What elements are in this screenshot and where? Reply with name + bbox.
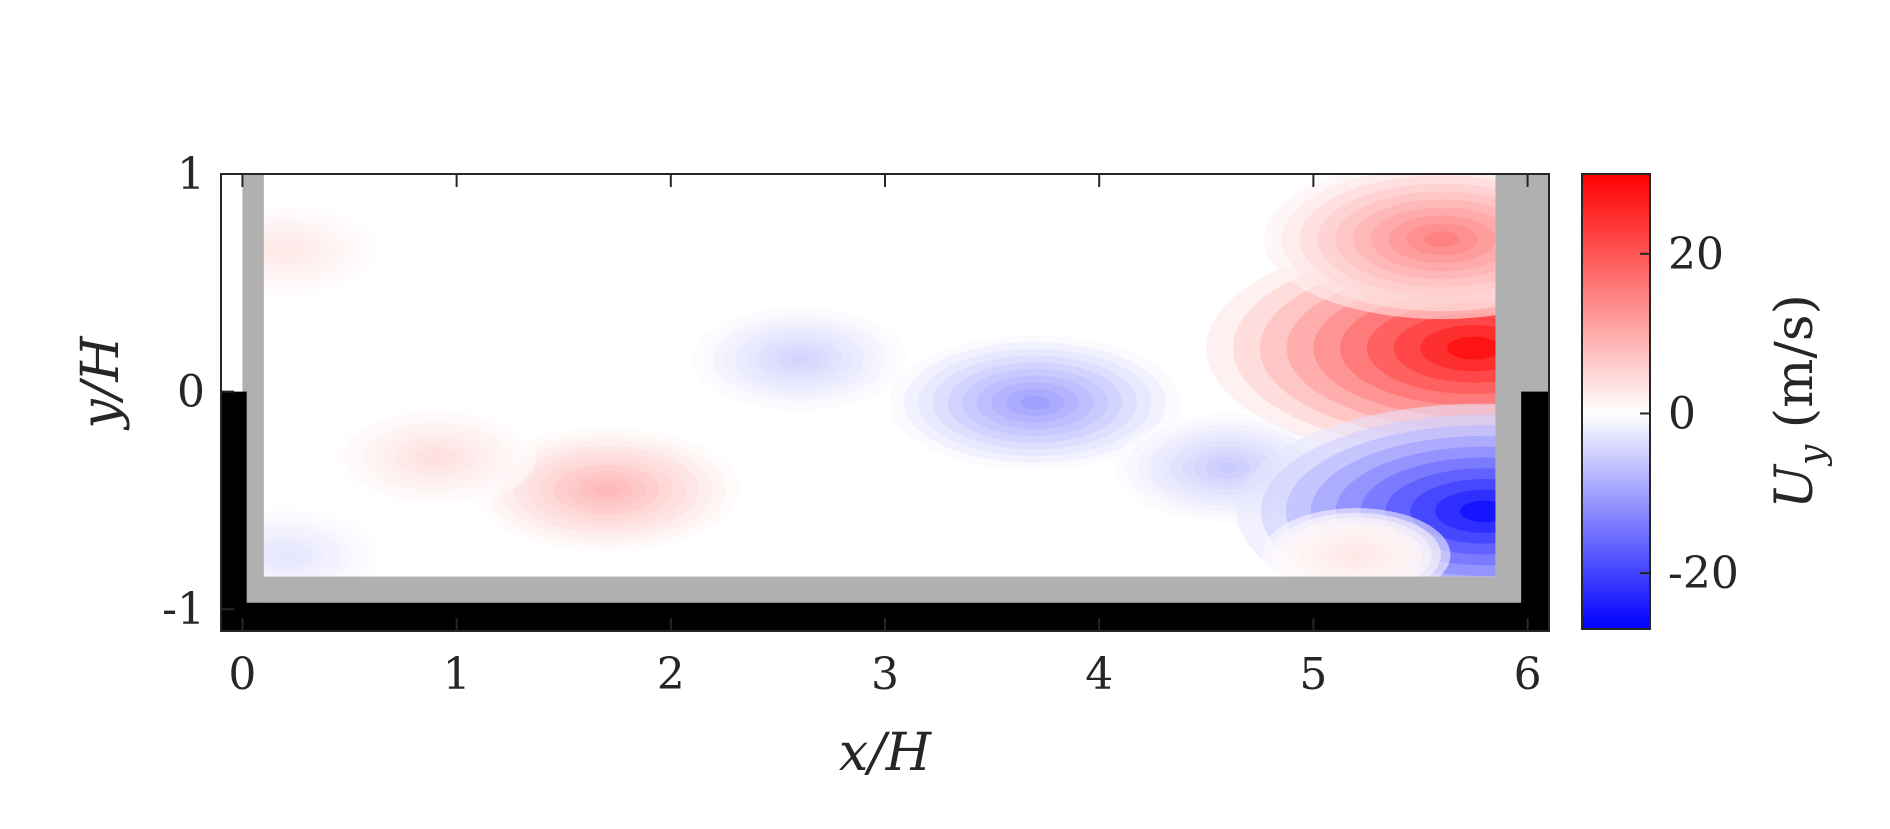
right-block [1521, 391, 1549, 631]
bottom-wall [242, 576, 1496, 603]
x-tick-label: 5 [1299, 649, 1327, 700]
y-tick-label: -1 [162, 584, 205, 635]
velocity-field [263, 174, 1496, 577]
colorbar-label-main: U [1765, 463, 1825, 509]
field-contour [1459, 500, 1496, 523]
field-blob [889, 335, 1181, 470]
field-contour [1447, 336, 1496, 360]
colorbar-tick-label: 20 [1668, 229, 1724, 280]
field-contour [593, 483, 620, 496]
plot-area: 0 1 2 3 4 5 6 1 0 -1 [162, 149, 1550, 700]
x-tick-label: 6 [1514, 649, 1542, 700]
x-axis-label: x/H [839, 723, 933, 783]
field-contour [425, 451, 446, 462]
field-blob [1264, 174, 1496, 320]
colorbar-label-sub: y [1792, 444, 1833, 467]
colorbar-gradient [1581, 173, 1651, 630]
x-tick-label: 0 [228, 649, 256, 700]
field-contour [1424, 231, 1460, 248]
field-contour [275, 550, 295, 560]
field-blob [263, 203, 380, 297]
x-tick-label: 3 [871, 649, 899, 700]
field-contour [1346, 550, 1366, 560]
colorbar-label-text: Uy (m/s) [1765, 294, 1833, 509]
x-tick-label: 4 [1085, 649, 1113, 700]
field-contour [1216, 462, 1240, 474]
y-tick-label: 0 [177, 367, 205, 418]
field-contour [1020, 395, 1050, 410]
colorbar: 20 0 -20 Uy (m/s) [1581, 173, 1833, 630]
field-blob [1262, 508, 1451, 577]
colorbar-tick-label: 0 [1668, 388, 1696, 439]
field-blob [263, 508, 380, 577]
colorbar-label: Uy (m/s) [1765, 294, 1833, 509]
axis-ticks: 0 1 2 3 4 5 6 1 0 -1 [162, 149, 1541, 700]
colorbar-ticks: 20 0 -20 [1640, 229, 1739, 599]
left-block [221, 391, 247, 631]
x-tick-label: 2 [657, 649, 685, 700]
colorbar-tick-label: -20 [1668, 548, 1739, 599]
field-contour [275, 245, 295, 255]
field-blob [473, 427, 740, 552]
y-axis-label: y/H [71, 335, 131, 431]
field-blob [334, 407, 536, 507]
y-tick-label: 1 [177, 149, 205, 200]
field-contour [788, 353, 811, 365]
y-axis-label-text: y/H [71, 335, 131, 431]
left-wall [242, 174, 264, 603]
field-blob [692, 307, 907, 411]
colorbar-label-units: (m/s) [1765, 294, 1825, 445]
x-tick-label: 1 [443, 649, 471, 700]
x-axis-label-text: x/H [839, 723, 933, 783]
